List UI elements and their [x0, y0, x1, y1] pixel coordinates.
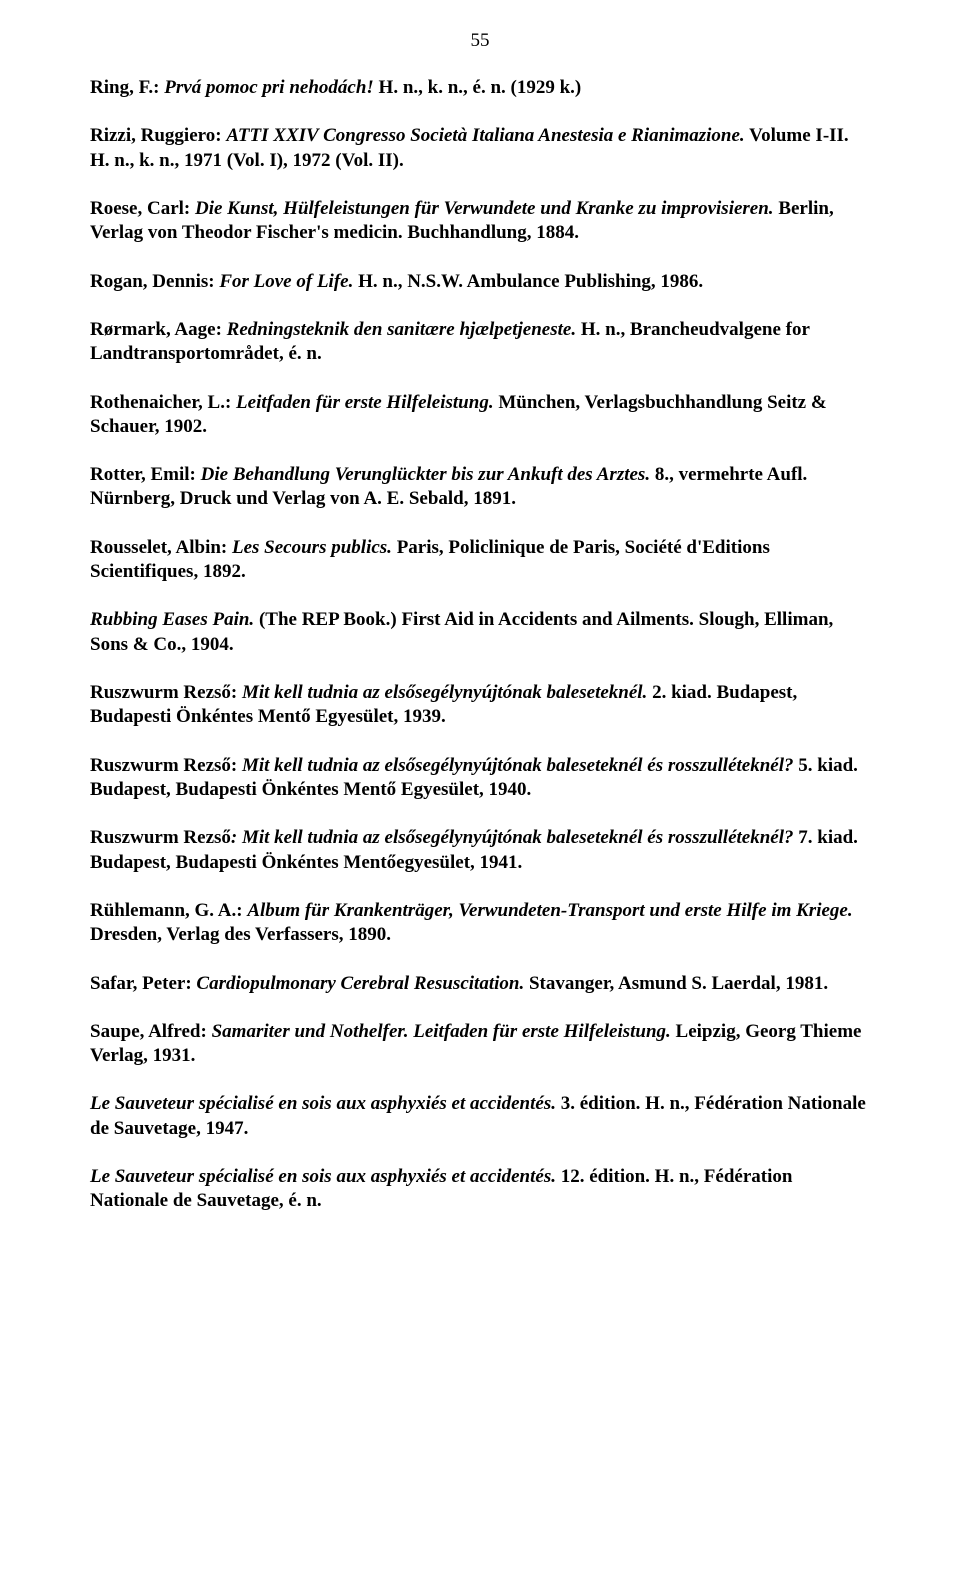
text-run: Redningsteknik den sanitære hjælpetjenes…: [227, 319, 576, 340]
bibliography-entry: Safar, Peter: Cardiopulmonary Cerebral R…: [90, 972, 870, 996]
text-run: Cardiopulmonary Cerebral Resuscitation.: [196, 973, 524, 994]
text-run: Ruszwurm Rezső:: [90, 755, 242, 776]
bibliography-entry: Rühlemann, G. A.: Album für Krankenträge…: [90, 899, 870, 948]
text-run: Die Behandlung Verunglückter bis zur Ank…: [201, 464, 650, 485]
text-run: Rørmark, Aage:: [90, 319, 227, 340]
text-run: Rühlemann, G. A.:: [90, 900, 247, 921]
text-run: Samariter und Nothelfer. Leitfaden für e…: [212, 1021, 671, 1042]
text-run: Rothenaicher, L.:: [90, 392, 236, 413]
bibliography-entry: Le Sauveteur spécialisé en sois aux asph…: [90, 1165, 870, 1214]
text-run: For Love of Life.: [219, 271, 353, 292]
text-run: Stavanger, Asmund S. Laerdal, 1981.: [524, 973, 828, 994]
bibliography-entry: Rousselet, Albin: Les Secours publics. P…: [90, 536, 870, 585]
text-run: Le Sauveteur spécialisé en sois aux asph…: [90, 1093, 556, 1114]
text-run: Album für Krankenträger, Verwundeten-Tra…: [247, 900, 852, 921]
text-run: Rubbing Eases Pain.: [90, 609, 254, 630]
bibliography-entry: Rothenaicher, L.: Leitfaden für erste Hi…: [90, 391, 870, 440]
text-run: Prvá pomoc pri nehodách!: [164, 77, 374, 98]
bibliography-entry: Rørmark, Aage: Redningsteknik den sanitæ…: [90, 318, 870, 367]
bibliography-entry: Rotter, Emil: Die Behandlung Verunglückt…: [90, 463, 870, 512]
bibliography-entry: Ruszwurm Rezső: Mit kell tudnia az elsős…: [90, 681, 870, 730]
text-run: Die Kunst, Hülfeleistungen für Verwundet…: [195, 198, 774, 219]
text-run: Les Secours publics.: [232, 537, 392, 558]
bibliography-entry: Saupe, Alfred: Samariter und Nothelfer. …: [90, 1020, 870, 1069]
text-run: Leitfaden für erste Hilfeleistung.: [236, 392, 494, 413]
text-run: Safar, Peter:: [90, 973, 196, 994]
text-run: : Mit kell tudnia az elsősegélynyújtónak…: [231, 827, 794, 848]
text-run: Rogan, Dennis:: [90, 271, 219, 292]
text-run: Rousselet, Albin:: [90, 537, 232, 558]
text-run: Ruszwurm Rezső:: [90, 682, 242, 703]
bibliography-entry: Rubbing Eases Pain. (The REP Book.) Firs…: [90, 608, 870, 657]
bibliography-entry: Rogan, Dennis: For Love of Life. H. n., …: [90, 270, 870, 294]
bibliography-entry: Le Sauveteur spécialisé en sois aux asph…: [90, 1092, 870, 1141]
bibliography-entry: Rizzi, Ruggiero: ATTI XXIV Congresso Soc…: [90, 124, 870, 173]
bibliography-entry: Ruszwurm Rezső: Mit kell tudnia az elsős…: [90, 754, 870, 803]
text-run: Ruszwurm Rezső: [90, 827, 231, 848]
text-run: Rizzi, Ruggiero:: [90, 125, 226, 146]
text-run: ATTI XXIV Congresso Società Italiana Ane…: [226, 125, 744, 146]
text-run: Saupe, Alfred:: [90, 1021, 212, 1042]
bibliography-entry: Ring, F.: Prvá pomoc pri nehodách! H. n.…: [90, 76, 870, 100]
bibliography-entry: Ruszwurm Rezső: Mit kell tudnia az elsős…: [90, 826, 870, 875]
text-run: Mit kell tudnia az elsősegélynyújtónak b…: [242, 755, 794, 776]
text-run: Roese, Carl:: [90, 198, 195, 219]
text-run: H. n., N.S.W. Ambulance Publishing, 1986…: [353, 271, 703, 292]
page-number: 55: [90, 30, 870, 52]
bibliography-list: Ring, F.: Prvá pomoc pri nehodách! H. n.…: [90, 76, 870, 1214]
bibliography-entry: Roese, Carl: Die Kunst, Hülfeleistungen …: [90, 197, 870, 246]
document-page: 55 Ring, F.: Prvá pomoc pri nehodách! H.…: [0, 0, 960, 1278]
text-run: Le Sauveteur spécialisé en sois aux asph…: [90, 1166, 556, 1187]
text-run: Ring, F.:: [90, 77, 164, 98]
text-run: Mit kell tudnia az elsősegélynyújtónak b…: [242, 682, 647, 703]
text-run: H. n., k. n., é. n. (1929 k.): [374, 77, 581, 98]
text-run: Rotter, Emil:: [90, 464, 201, 485]
